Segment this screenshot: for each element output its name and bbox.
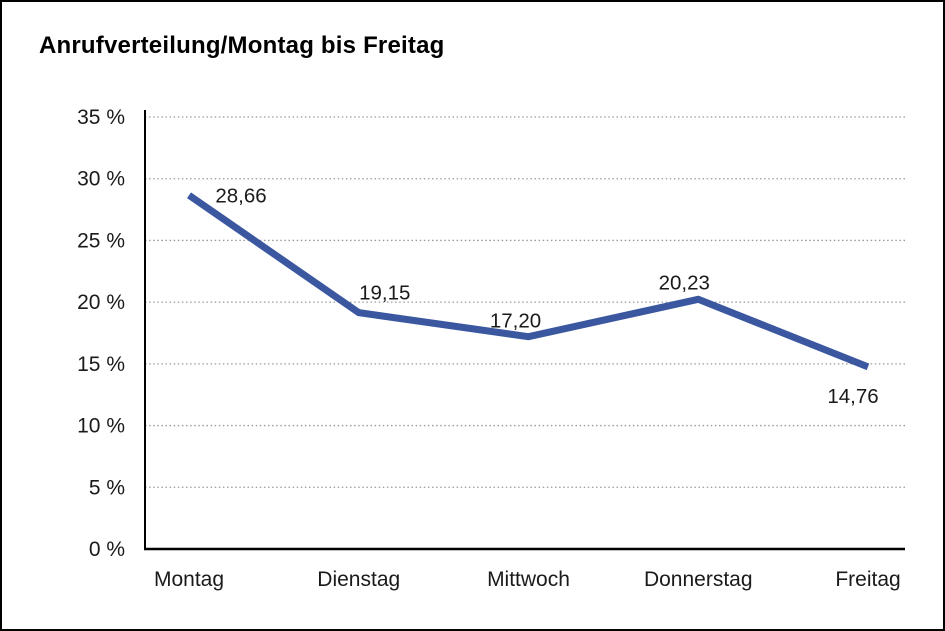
x-axis-category-label: Montag: [154, 568, 224, 591]
data-point-label: 17,20: [490, 310, 541, 333]
y-axis-tick-label: 15 %: [77, 353, 125, 376]
data-point-label: 19,15: [359, 282, 410, 305]
data-point-label: 14,76: [827, 385, 878, 408]
y-axis-tick-label: 5 %: [89, 476, 125, 499]
series-line: [187, 192, 870, 371]
data-point-label: 28,66: [215, 184, 266, 207]
x-axis-category-label: Mittwoch: [487, 568, 570, 591]
y-axis-tick-label: 30 %: [77, 168, 125, 191]
y-axis-tick-label: 10 %: [77, 415, 125, 438]
y-axis-tick-label: 35 %: [77, 106, 125, 129]
data-point-label: 20,23: [659, 271, 710, 294]
y-axis-tick-label: 25 %: [77, 229, 125, 252]
x-axis-category-label: Dienstag: [317, 568, 400, 591]
x-axis-category-label: Freitag: [835, 568, 900, 591]
chart-title: Anrufverteilung/Montag bis Freitag: [39, 32, 445, 59]
x-axis-category-label: Donnerstag: [644, 568, 753, 591]
y-axis-tick-label: 0 %: [89, 538, 125, 561]
y-axis-tick-label: 20 %: [77, 291, 125, 314]
